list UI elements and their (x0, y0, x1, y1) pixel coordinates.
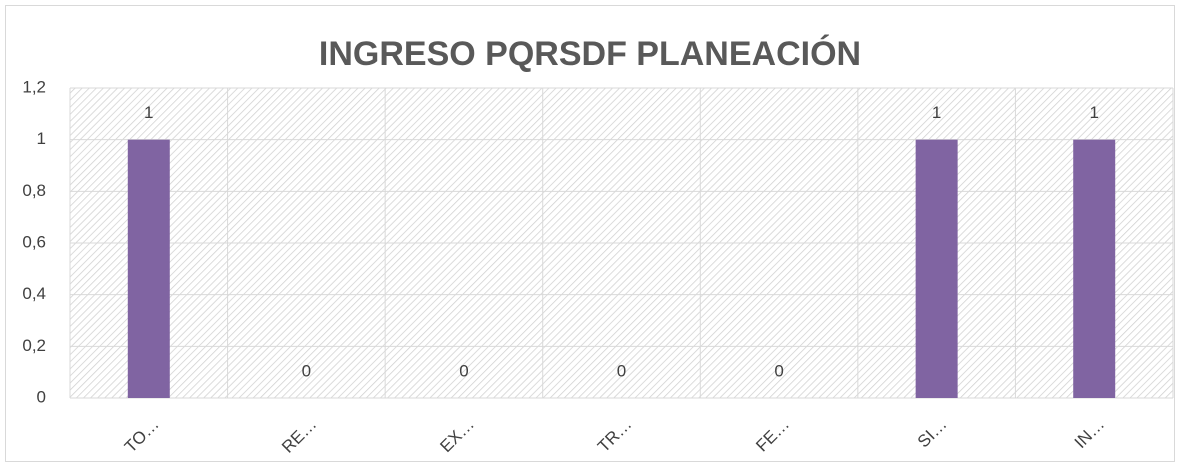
y-tick-label: 0,2 (22, 336, 46, 355)
y-tick-label: 0,6 (22, 232, 46, 251)
y-tick-label: 0,8 (22, 181, 46, 200)
data-label: 1 (932, 103, 941, 122)
y-tick-label: 1,2 (22, 77, 46, 96)
chart-title: INGRESO PQRSDF PLANEACIÓN (319, 35, 861, 73)
bar (915, 139, 958, 398)
data-label: 0 (302, 361, 311, 380)
data-label: 0 (617, 361, 626, 380)
y-tick-label: 1 (37, 129, 46, 148)
data-label: 1 (1089, 103, 1098, 122)
y-tick-label: 0,4 (22, 284, 46, 303)
data-label: 0 (459, 361, 468, 380)
bar (127, 139, 170, 398)
y-tick-label: 0 (37, 387, 46, 406)
bar (1073, 139, 1116, 398)
data-label: 1 (144, 103, 153, 122)
data-label: 0 (774, 361, 783, 380)
